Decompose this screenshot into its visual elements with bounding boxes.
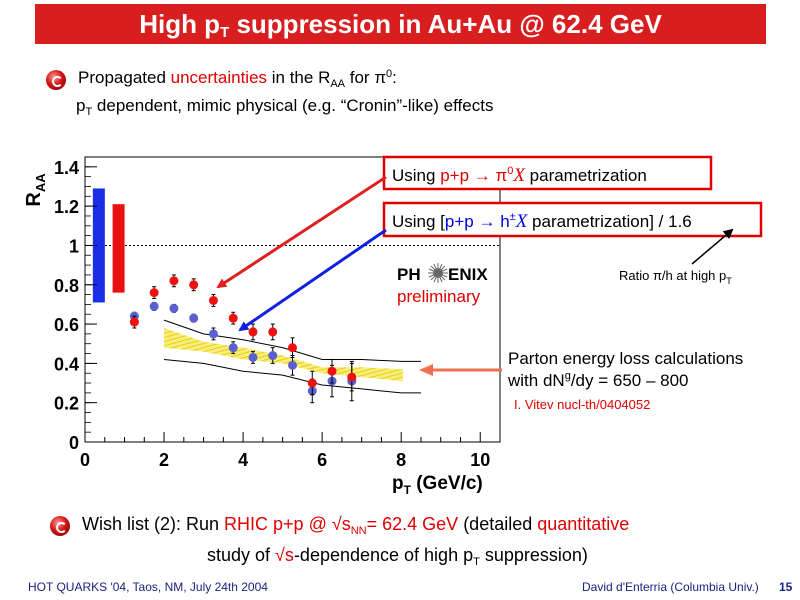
data-point-red: [149, 288, 159, 298]
wish-part-d: = 62.4 GeV: [366, 514, 459, 534]
x-tick-label: 6: [317, 450, 327, 470]
wish-part-a: Wish list (2): Run: [82, 514, 225, 534]
data-point-red: [268, 327, 278, 337]
wish-part-k: suppression): [479, 545, 588, 565]
bullet-1-part3: in the R: [267, 68, 331, 87]
wish-part-f: quantitative: [537, 514, 630, 534]
y-axis-title: RAA: [23, 173, 48, 207]
vitev-reference: I. Vitev nucl-th/0404052: [514, 397, 650, 412]
parton-loss-line2: with dNg/dy = 650 – 800: [507, 370, 689, 390]
x-tick-label: 10: [470, 450, 490, 470]
systematic-boxes: [92, 188, 125, 303]
title-main: High p: [139, 9, 221, 39]
annotation-hadron-text: Using [p+p → h±X parametrization] / 1.6: [392, 211, 692, 232]
ratio-arrow: [691, 228, 734, 265]
bullet-1-line2: pT dependent, mimic physical (e.g. “Cron…: [76, 96, 493, 118]
y-tick-label: 0.2: [54, 394, 79, 414]
y-tick-label: 0.4: [54, 354, 79, 374]
footer-conference: HOT QUARKS '04, Taos, NM, July 24th 2004: [28, 580, 268, 594]
data-point-blue: [149, 301, 159, 311]
bullet-1-uncertainties: uncertainties: [170, 68, 268, 87]
theory-band-fill: [164, 324, 403, 382]
wish-part-i: -dependence of high p: [293, 545, 474, 565]
red-arrow: [216, 175, 387, 289]
y-tick-label: 1: [69, 236, 79, 256]
bullet-1-part5: for π: [345, 68, 387, 87]
x-tick-label: 2: [159, 450, 169, 470]
data-point-red: [307, 378, 317, 388]
annotation-box-hadron: [382, 201, 763, 238]
bullet-1-zero: 0: [386, 68, 393, 80]
data-point-red: [347, 372, 357, 382]
bullet-1-part1: Propagated: [78, 68, 171, 87]
data-point-red: [208, 295, 218, 305]
bullet-1-colon: :: [392, 68, 397, 87]
line2-t: T: [85, 106, 93, 118]
wish-part-b: RHIC p+p @ √s: [224, 514, 351, 534]
blue-arrow: [238, 228, 387, 332]
phenix-logo-right: ENIX: [448, 265, 488, 284]
data-point-red: [288, 343, 297, 353]
wish-part-h: √s: [275, 545, 294, 565]
y-tick-label: 1.4: [54, 158, 79, 178]
data-points: [129, 274, 357, 404]
y-tick-label: 0.8: [54, 276, 79, 296]
title-rest: suppression in Au+Au @ 62.4 GeV: [229, 9, 662, 39]
wish-list-line1: Wish list (2): Run RHIC p+p @ √sNN= 62.4…: [82, 514, 629, 537]
y-tick-label: 0: [69, 433, 79, 453]
data-point-red: [248, 327, 258, 337]
data-point-blue: [268, 351, 278, 361]
line2-rest: dependent, mimic physical (e.g. “Cronin”…: [92, 96, 494, 115]
annotation-box-pi0: [382, 155, 713, 191]
data-point-blue: [189, 313, 199, 323]
y-tick-label: 1.2: [54, 197, 79, 217]
data-point-red: [169, 276, 179, 286]
bullet-1-text: Propagated uncertainties in the RAA for …: [78, 68, 397, 90]
data-point-red: [189, 280, 199, 290]
data-point-red: [228, 313, 238, 323]
bullet-1-icon: [46, 70, 66, 90]
systematic-box-blue: [92, 188, 105, 303]
x-tick-label: 0: [80, 450, 90, 470]
annotation-pi0-text: Using p+p → π0X parametrization: [392, 165, 647, 186]
parton-loss-line1: Parton energy loss calculations: [508, 349, 743, 368]
wish-part-g: study of: [207, 545, 276, 565]
data-point-blue: [288, 360, 297, 370]
x-tick-label: 4: [238, 450, 248, 470]
systematic-box-red: [112, 204, 125, 293]
wish-list-line2: study of √s-dependence of high pT suppre…: [207, 545, 588, 568]
ratio-label: Ratio π/h at high pT: [619, 268, 732, 286]
wish-part-c: NN: [350, 525, 367, 537]
data-point-blue: [208, 329, 218, 339]
bullet-1-aa: AA: [330, 78, 346, 90]
slide-title: High pT suppression in Au+Au @ 62.4 GeV: [35, 4, 766, 44]
wish-part-e: (detailed: [458, 514, 538, 534]
data-point-blue: [248, 352, 258, 362]
preliminary-label: preliminary: [397, 287, 481, 306]
theory-band-lower: [163, 358, 421, 394]
y-tick-label: 0.6: [54, 315, 79, 335]
page-number: 15: [779, 580, 793, 594]
wish-part-j: T: [473, 556, 480, 568]
x-tick-label: 8: [396, 450, 406, 470]
bullet-2-icon: [50, 516, 70, 536]
data-point-red: [129, 317, 139, 327]
axis-ticks: 0 2 4 6 8 10 0 0.2 0.4 0.6 0.8 1 1.2 1.4: [54, 158, 501, 470]
data-point-blue: [169, 303, 179, 313]
phenix-star-icon: [428, 263, 448, 283]
footer-author: David d'Enterria (Columbia Univ.): [582, 580, 759, 594]
data-point-blue: [228, 343, 238, 353]
title-sub: T: [220, 24, 230, 41]
phenix-logo-left: PH: [397, 265, 421, 284]
data-point-red: [327, 366, 337, 376]
line2-p: p: [76, 96, 86, 115]
x-axis-title: pT (GeV/c): [392, 473, 483, 497]
